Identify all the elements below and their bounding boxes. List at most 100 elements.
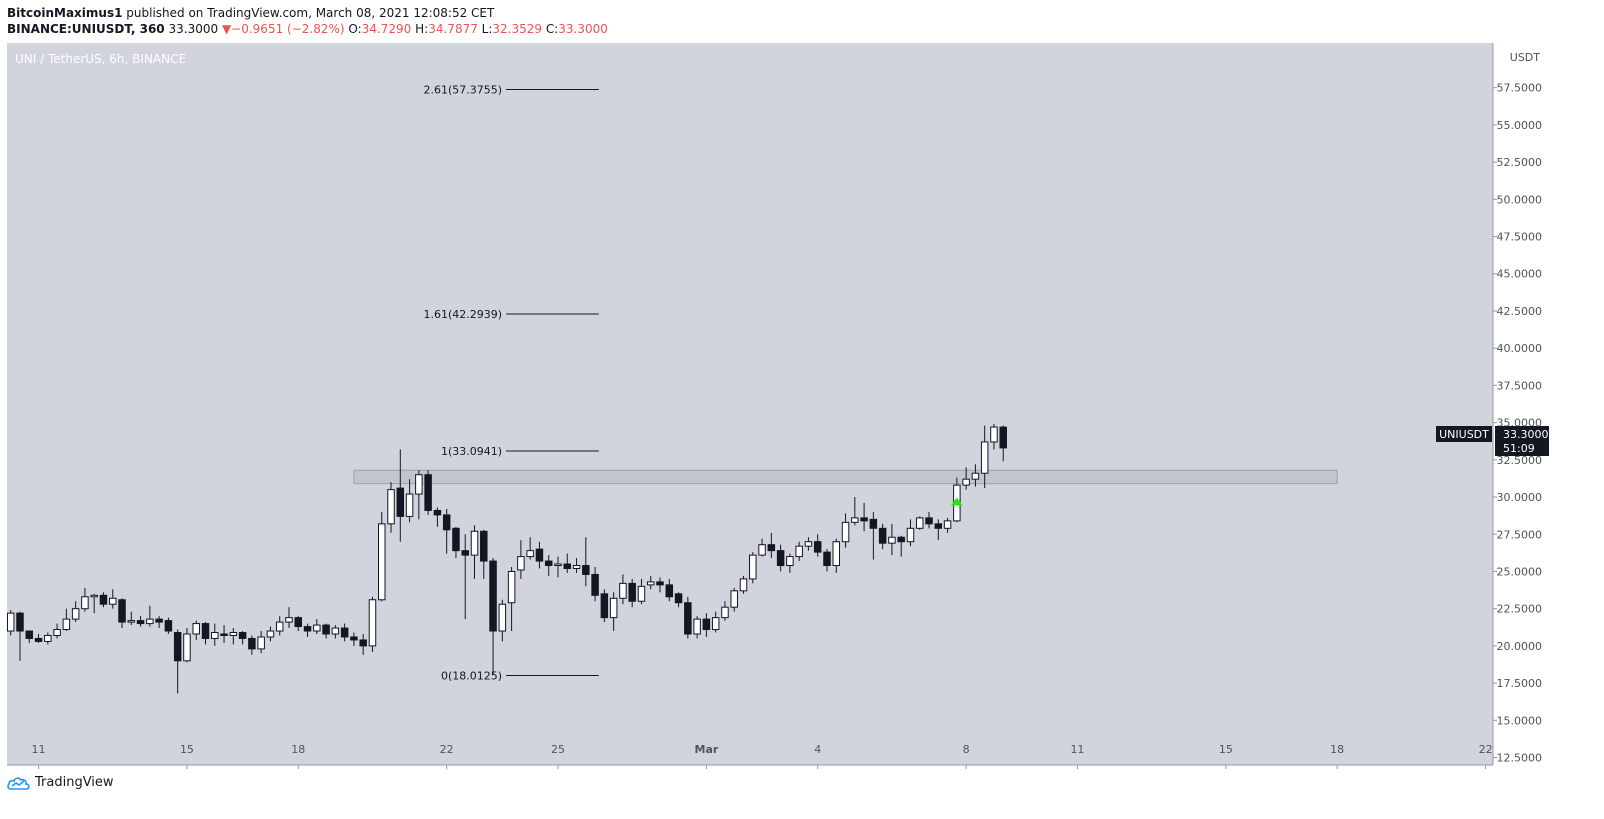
candle (878, 523, 887, 550)
tradingview-cloud-icon (7, 776, 30, 790)
plot-area[interactable] (7, 43, 1493, 765)
x-tick-label: 4 (814, 743, 821, 756)
candle (832, 538, 841, 573)
candle-body (387, 489, 395, 525)
candle (786, 553, 794, 573)
symbol-badge-bg (1436, 426, 1492, 442)
close-label: C: (545, 22, 559, 36)
candle-body (869, 518, 878, 529)
close-value: 33.3000 (558, 22, 608, 36)
y-tick-label: 17.5000 (1497, 677, 1543, 690)
candle (424, 470, 432, 515)
tradingview-logo[interactable]: TradingView (7, 775, 114, 790)
y-tick-label: 15.0000 (1497, 714, 1543, 727)
candle (711, 611, 720, 633)
candle (470, 525, 479, 579)
candle (313, 619, 321, 634)
candle (350, 632, 358, 646)
candle-body (786, 556, 794, 567)
candle-body (637, 585, 646, 602)
x-tick-label: 18 (291, 743, 305, 756)
candle-body (767, 544, 776, 552)
candle (517, 540, 525, 579)
candle (405, 479, 414, 523)
candle-body (962, 478, 970, 486)
candle-body (480, 530, 488, 562)
price-change: −0.9651 (−2.82%) (231, 22, 345, 36)
candle-body (507, 570, 516, 604)
candle-body (730, 590, 738, 608)
candle-body (609, 597, 618, 619)
x-tick-label: 11 (1070, 743, 1084, 756)
candle (897, 535, 905, 557)
y-tick-label: 37.5000 (1497, 379, 1543, 392)
symbol-badge-text: UNIUSDT (1439, 428, 1489, 441)
candle-body (71, 608, 80, 620)
author-name[interactable]: BitcoinMaximus1 (7, 6, 123, 20)
candle-body (656, 581, 664, 586)
y-tick-label: 27.5000 (1497, 528, 1543, 541)
y-tick-label: 55.0000 (1497, 119, 1543, 132)
last-price: 33.3000 (168, 22, 219, 36)
candle-body (155, 618, 163, 623)
candle-body (563, 563, 572, 569)
candle (16, 611, 24, 661)
candle-body (980, 441, 989, 474)
price-badge-value: 33.3000 (1503, 428, 1549, 441)
candle-body (433, 509, 442, 516)
candle-body (127, 620, 136, 623)
support-zone (353, 469, 1338, 485)
candle (285, 607, 293, 629)
candle-body (424, 474, 432, 511)
candle (721, 601, 729, 621)
candle (90, 593, 98, 614)
candle (823, 549, 831, 572)
candle-body (619, 582, 627, 599)
candle (25, 630, 34, 643)
candle-body (146, 618, 154, 625)
candle (916, 516, 924, 530)
candle (869, 511, 878, 560)
candle-body (322, 624, 330, 635)
candle-body (851, 517, 859, 523)
candle (498, 599, 507, 642)
candle-body (108, 597, 117, 605)
candle-body (6, 612, 15, 632)
candle (108, 589, 117, 609)
fib-level-label: 0(18.0125) (441, 669, 502, 682)
candle (999, 425, 1007, 462)
y-tick-label: 40.0000 (1497, 342, 1543, 355)
price-axis[interactable] (1493, 43, 1565, 765)
candle-body (674, 593, 683, 604)
candle (554, 556, 562, 578)
candle (813, 534, 822, 557)
candle-body (721, 606, 729, 619)
y-tick-label: 12.5000 (1497, 752, 1543, 765)
candle (489, 558, 497, 675)
candle-body (136, 620, 145, 625)
y-tick-label: 25.0000 (1497, 565, 1543, 578)
candle (888, 523, 896, 556)
candle-body (878, 527, 887, 544)
candle (183, 628, 191, 663)
candle-body (211, 632, 219, 639)
candle-body (888, 536, 896, 544)
candle-body (823, 551, 831, 567)
x-tick-label: 11 (32, 743, 46, 756)
open-label: O: (348, 22, 362, 36)
candle-body (415, 474, 423, 495)
candle (758, 538, 766, 557)
candle-body (739, 578, 748, 592)
x-tick-label: 25 (551, 743, 565, 756)
candle-body (971, 472, 980, 480)
open-value: 34.7290 (361, 22, 412, 36)
publish-info: BitcoinMaximus1 published on TradingView… (7, 6, 494, 20)
candle-body (396, 487, 405, 517)
candle-body (860, 517, 868, 522)
candle (535, 541, 544, 569)
candle-body (248, 637, 256, 650)
candle (294, 616, 303, 632)
candle (340, 623, 349, 642)
y-tick-label: 42.5000 (1497, 305, 1543, 318)
